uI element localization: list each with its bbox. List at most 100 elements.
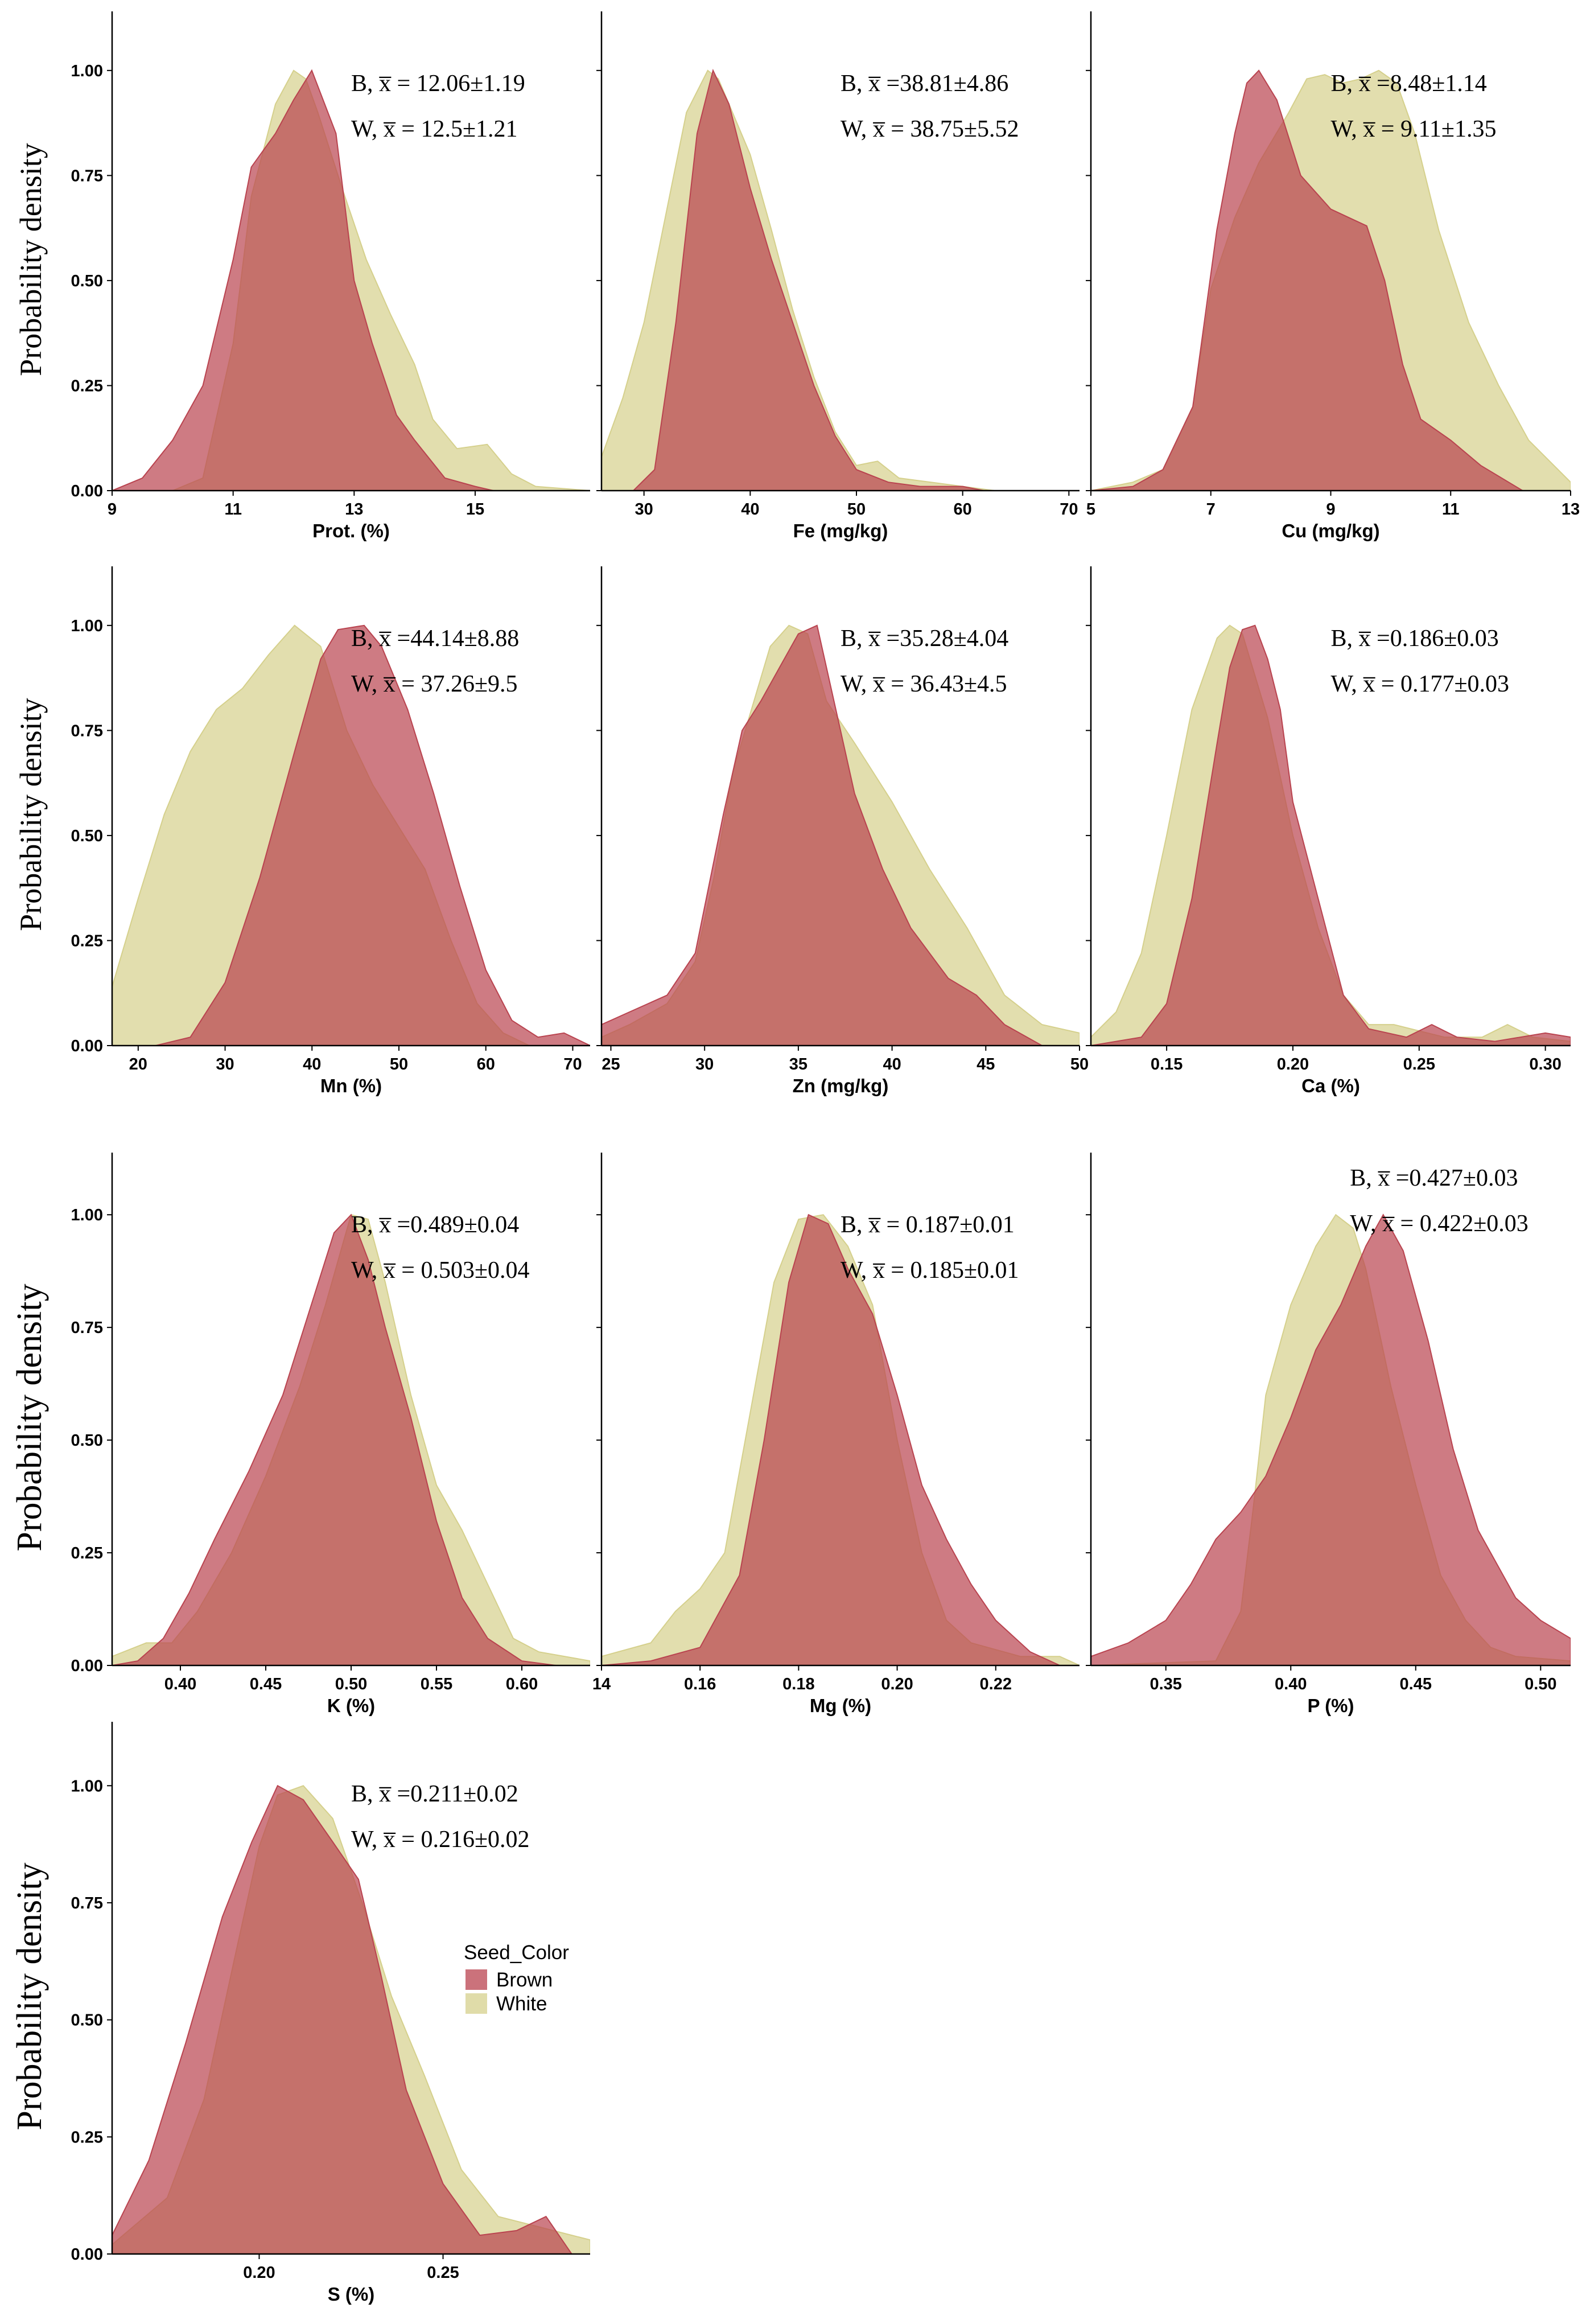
y-tick-label: 0.50 bbox=[71, 827, 103, 845]
density-area-brown bbox=[602, 68, 984, 491]
y-axis-title: Probability density bbox=[10, 1284, 49, 1551]
annotation-white-mean: W, x̅ = 0.216±0.02 bbox=[351, 1827, 530, 1853]
x-tick-label: 0.20 bbox=[1277, 1055, 1309, 1073]
density-area-brown bbox=[112, 624, 590, 1046]
x-tick-label: 35 bbox=[789, 1055, 808, 1073]
x-tick-label: 0.50 bbox=[335, 1675, 367, 1693]
annotation-brown-mean: B, x̅ = 12.06±1.19 bbox=[351, 71, 525, 97]
density-area-brown bbox=[112, 1214, 557, 1665]
x-tick-label: 0.60 bbox=[506, 1675, 538, 1693]
density-panel-7: 0.00 0.25 0.50 0.75 1.00 0.40 0.45 0.50 0.55 0.60… bbox=[10, 1153, 590, 1716]
density-panel-1: 0.00 0.25 0.50 0.75 1.00 9 11 13 15 Prot. (%) Prob… bbox=[14, 11, 590, 541]
x-tick-label: 60 bbox=[954, 500, 972, 519]
annotation-white-mean: W, x̅ = 9.11±1.35 bbox=[1331, 116, 1497, 142]
density-area-brown bbox=[112, 1784, 572, 2254]
x-axis-title: Mn (%) bbox=[320, 1075, 382, 1096]
density-area-brown bbox=[112, 69, 494, 491]
x-tick-label: 14 bbox=[592, 1675, 611, 1693]
y-tick-label: 0.00 bbox=[71, 1037, 103, 1055]
annotation-brown-mean: B, x̅ =0.211±0.02 bbox=[351, 1781, 518, 1807]
y-tick-label: 0.00 bbox=[71, 482, 103, 500]
x-tick-label: 11 bbox=[1442, 500, 1460, 519]
x-tick-label: 0.35 bbox=[1150, 1675, 1181, 1693]
y-tick-label: 0.00 bbox=[71, 2245, 103, 2264]
x-tick-label: 30 bbox=[635, 500, 653, 519]
x-tick-label: 0.30 bbox=[1529, 1055, 1561, 1073]
x-tick-label: 0.40 bbox=[164, 1675, 196, 1693]
y-tick-label: 1.00 bbox=[71, 617, 103, 635]
legend-swatch-brown bbox=[465, 1969, 487, 1990]
x-tick-label: 0.50 bbox=[1525, 1675, 1556, 1693]
x-tick-label: 20 bbox=[129, 1055, 147, 1073]
annotation-brown-mean: B, x̅ =0.186±0.03 bbox=[1331, 626, 1499, 652]
legend-label-white: White bbox=[496, 1993, 547, 2015]
y-tick-label: 1.00 bbox=[71, 1777, 103, 1795]
density-panel-2: 30 40 50 60 70 Fe (mg/kg) B, x̅ =38.81±4.86 W, … bbox=[596, 11, 1080, 541]
y-axis-title: Probability density bbox=[10, 1862, 49, 2130]
x-tick-label: 70 bbox=[563, 1055, 582, 1073]
x-tick-label: 40 bbox=[741, 500, 759, 519]
legend-title: Seed_Color bbox=[464, 1942, 569, 1964]
x-tick-label: 30 bbox=[216, 1055, 234, 1073]
y-tick-label: 1.00 bbox=[71, 62, 103, 80]
x-tick-label: 50 bbox=[390, 1055, 408, 1073]
x-axis-title: S (%) bbox=[328, 2284, 375, 2305]
x-tick-label: 15 bbox=[466, 500, 484, 519]
x-axis-title: Ca (%) bbox=[1301, 1075, 1360, 1096]
x-tick-label: 45 bbox=[977, 1055, 995, 1073]
legend-swatch-white bbox=[465, 1993, 487, 2014]
x-tick-label: 0.45 bbox=[1400, 1675, 1432, 1693]
annotation-white-mean: W, x̅ = 36.43±4.5 bbox=[841, 671, 1007, 697]
x-tick-label: 0.25 bbox=[427, 2264, 459, 2282]
x-tick-label: 0.20 bbox=[881, 1675, 913, 1693]
x-tick-label: 9 bbox=[108, 500, 117, 519]
density-panel-4: 0.00 0.25 0.50 0.75 1.00 20 30 40 50 60 70 Mn (%) Pr… bbox=[14, 566, 590, 1096]
density-area-brown bbox=[602, 624, 1044, 1046]
x-tick-label: 0.40 bbox=[1275, 1675, 1307, 1693]
y-tick-label: 0.75 bbox=[71, 722, 103, 740]
y-tick-label: 0.75 bbox=[71, 1894, 103, 1912]
annotation-brown-mean: B, x̅ =44.14±8.88 bbox=[351, 626, 519, 652]
y-tick-label: 0.25 bbox=[71, 2128, 103, 2146]
annotation-white-mean: W, x̅ = 0.503±0.04 bbox=[351, 1257, 530, 1284]
legend-label-brown: Brown bbox=[496, 1969, 553, 1991]
annotation-brown-mean: B, x̅ = 0.187±0.01 bbox=[841, 1212, 1015, 1238]
density-panel-10: 0.00 0.25 0.50 0.75 1.00 0.20 0.25 S (%) Probabi… bbox=[10, 1722, 590, 2305]
density-area-brown bbox=[1091, 624, 1571, 1046]
density-panel-3: 5 7 9 11 13 Cu (mg/kg) B, x̅ =8.48±1.14 W, x̅ =… bbox=[1086, 11, 1580, 541]
y-tick-label: 0.50 bbox=[71, 1432, 103, 1450]
annotation-brown-mean: B, x̅ =0.489±0.04 bbox=[351, 1212, 519, 1238]
x-axis-title: P (%) bbox=[1308, 1695, 1354, 1716]
annotation-white-mean: W, x̅ = 12.5±1.21 bbox=[351, 116, 518, 142]
x-axis-title: Zn (mg/kg) bbox=[793, 1075, 889, 1096]
x-axis-title: Cu (mg/kg) bbox=[1282, 520, 1379, 541]
x-tick-label: 30 bbox=[695, 1055, 714, 1073]
x-tick-label: 13 bbox=[1562, 500, 1580, 519]
annotation-brown-mean: B, x̅ =0.427±0.03 bbox=[1350, 1165, 1518, 1191]
y-tick-label: 0.50 bbox=[71, 2012, 103, 2030]
x-axis-title: K (%) bbox=[327, 1695, 375, 1716]
x-axis-title: Mg (%) bbox=[810, 1695, 871, 1716]
x-tick-label: 11 bbox=[224, 500, 242, 519]
x-tick-label: 0.22 bbox=[980, 1675, 1012, 1693]
x-tick-label: 70 bbox=[1060, 500, 1078, 519]
x-tick-label: 0.25 bbox=[1403, 1055, 1435, 1073]
x-tick-label: 25 bbox=[602, 1055, 620, 1073]
annotation-white-mean: W, x̅ = 38.75±5.52 bbox=[841, 116, 1019, 142]
x-tick-label: 0.45 bbox=[250, 1675, 282, 1693]
y-axis-title: Probability density bbox=[14, 698, 48, 931]
y-tick-label: 0.25 bbox=[71, 377, 103, 395]
density-area-brown bbox=[602, 1214, 1060, 1665]
x-tick-label: 0.20 bbox=[243, 2264, 275, 2282]
y-tick-label: 0.50 bbox=[71, 272, 103, 290]
x-tick-label: 60 bbox=[477, 1055, 495, 1073]
x-tick-label: 0.15 bbox=[1151, 1055, 1183, 1073]
annotation-brown-mean: B, x̅ =35.28±4.04 bbox=[841, 626, 1008, 652]
x-tick-label: 5 bbox=[1086, 500, 1095, 519]
density-panel-5: 25 30 35 40 45 50 Zn (mg/kg) B, x̅ =35.28±4.04 W… bbox=[596, 566, 1089, 1096]
x-tick-label: 0.16 bbox=[684, 1675, 716, 1693]
density-panel-6: 0.15 0.20 0.25 0.30 Ca (%) B, x̅ =0.186±0.03 W… bbox=[1086, 566, 1571, 1096]
x-tick-label: 50 bbox=[1070, 1055, 1089, 1073]
